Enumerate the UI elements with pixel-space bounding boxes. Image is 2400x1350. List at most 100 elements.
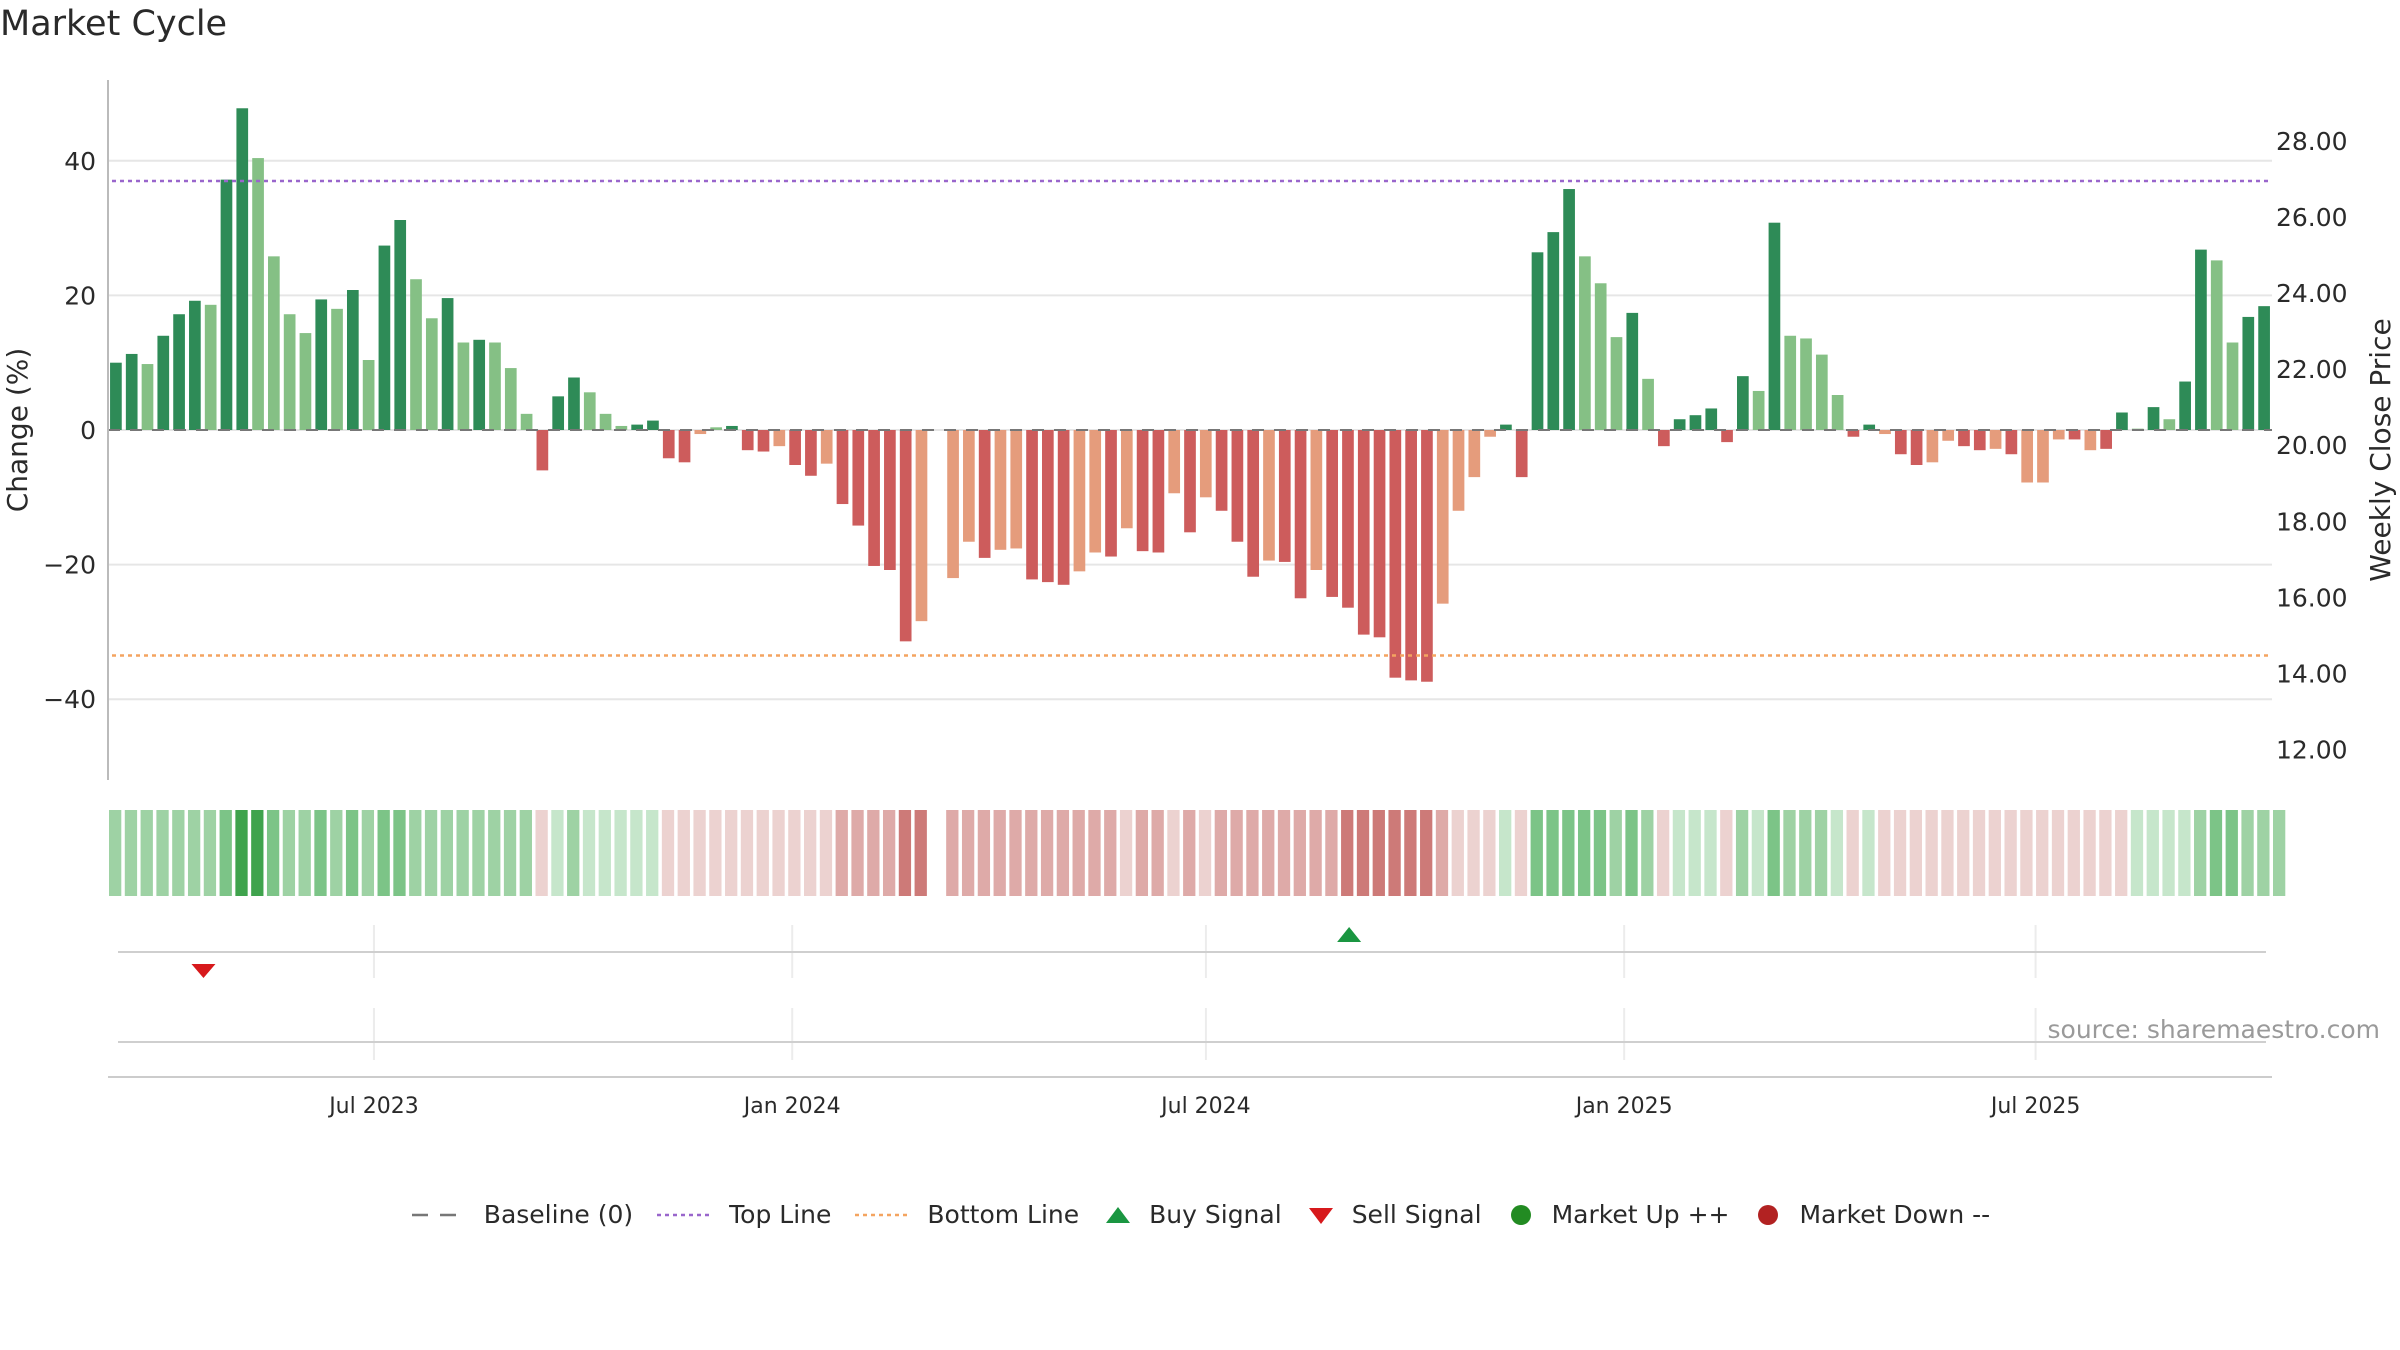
heat-cell <box>1720 810 1733 896</box>
heat-cell <box>124 810 138 896</box>
y-tick-label: −20 <box>43 551 96 580</box>
heat-cell <box>867 810 880 896</box>
heat-cell <box>1577 810 1591 896</box>
triangle-up-icon <box>1106 1206 1131 1223</box>
bar <box>125 353 138 430</box>
bar <box>1547 232 1560 430</box>
bar <box>331 308 343 430</box>
bar <box>963 430 975 542</box>
heat-cell <box>2162 810 2175 896</box>
heat-cell <box>2146 810 2159 896</box>
y2-tick-label: 18.00 <box>2276 507 2348 536</box>
bar <box>1847 430 1860 437</box>
bar <box>915 430 928 622</box>
bar <box>1231 430 1244 542</box>
bar <box>2037 430 2049 483</box>
y2-tick-label: 14.00 <box>2276 659 2348 688</box>
y2-tick-label: 28.00 <box>2276 127 2348 156</box>
y-axis-title: Change (%) <box>1 348 34 513</box>
heat-cell <box>1704 810 1717 896</box>
heat-cell <box>2130 810 2144 896</box>
heat-cell <box>1909 810 1922 896</box>
bar <box>1626 312 1639 430</box>
heat-cell <box>2067 810 2080 896</box>
bar <box>536 430 549 471</box>
y2-tick-label: 16.00 <box>2276 583 2348 612</box>
heat-cell <box>2004 810 2017 896</box>
bar <box>299 333 312 430</box>
y-tick-label: 40 <box>64 147 96 176</box>
heat-cell <box>1878 810 1891 896</box>
bar <box>1120 430 1133 529</box>
x-tick-label: Jul 2024 <box>1159 1094 1251 1119</box>
bar <box>1057 430 1070 585</box>
bar <box>189 300 201 430</box>
heat-cell <box>961 810 975 896</box>
heat-cell <box>946 810 959 896</box>
bar <box>1357 430 1370 635</box>
heat-cell <box>835 810 848 896</box>
bar <box>694 430 707 435</box>
circle-icon <box>1758 1204 1779 1225</box>
heat-cell <box>851 810 864 896</box>
heat-cell <box>2020 810 2033 896</box>
heat-cell <box>709 810 722 896</box>
bar <box>1989 430 2002 449</box>
bar <box>1199 430 1212 498</box>
heat-cell <box>1341 810 1354 896</box>
bar <box>1815 354 1828 430</box>
bar <box>2226 342 2239 430</box>
heat-cell <box>1309 810 1322 896</box>
bar <box>1563 189 1575 430</box>
heat-cell <box>1988 810 2001 896</box>
heat-cell <box>977 810 991 896</box>
bar <box>741 430 754 451</box>
bar <box>1263 430 1275 561</box>
bar <box>820 430 833 464</box>
bar <box>2116 412 2128 430</box>
bar <box>2210 260 2223 430</box>
heat-cell <box>1925 810 1938 896</box>
bar <box>2052 430 2065 440</box>
heat-cell <box>1246 810 1259 896</box>
buy-signal-marker <box>1337 927 1362 942</box>
legend-item: Top Line <box>655 1200 831 1229</box>
bar <box>378 245 391 430</box>
bar <box>647 420 659 430</box>
legend-label: Sell Signal <box>1351 1200 1482 1229</box>
bar <box>1515 430 1528 478</box>
bar <box>1910 430 1923 465</box>
legend-swatch <box>1106 1206 1131 1223</box>
bar <box>204 304 217 430</box>
heat-cell <box>630 810 643 896</box>
heat-cell <box>1656 810 1670 896</box>
sell-signal-marker <box>191 964 216 978</box>
bar <box>789 430 801 465</box>
bar <box>2242 316 2255 430</box>
bar <box>884 430 896 570</box>
heat-cell <box>646 810 659 896</box>
bar <box>1831 395 1844 430</box>
bar <box>1026 430 1038 580</box>
circle-icon <box>1510 1204 1531 1225</box>
dotted-line-icon <box>855 1213 912 1216</box>
heat-cell <box>2257 810 2270 896</box>
legend-item: Bottom Line <box>853 1200 1079 1229</box>
axes <box>107 80 2272 1078</box>
heat-cell <box>535 810 548 896</box>
bar <box>1136 430 1149 552</box>
bars <box>110 108 2270 682</box>
legend-item: Baseline (0) <box>410 1200 633 1229</box>
heat-cell <box>1151 810 1164 896</box>
bar <box>1168 430 1181 494</box>
bar <box>2005 430 2018 455</box>
heat-cell <box>282 810 296 896</box>
heat-cell <box>898 810 912 896</box>
bar <box>141 364 154 430</box>
bar <box>1800 338 1812 430</box>
bar <box>1768 222 1781 430</box>
heat-cell <box>661 810 675 896</box>
heat-cell <box>1009 810 1022 896</box>
bar <box>1752 390 1765 430</box>
heat-cell <box>503 810 517 896</box>
